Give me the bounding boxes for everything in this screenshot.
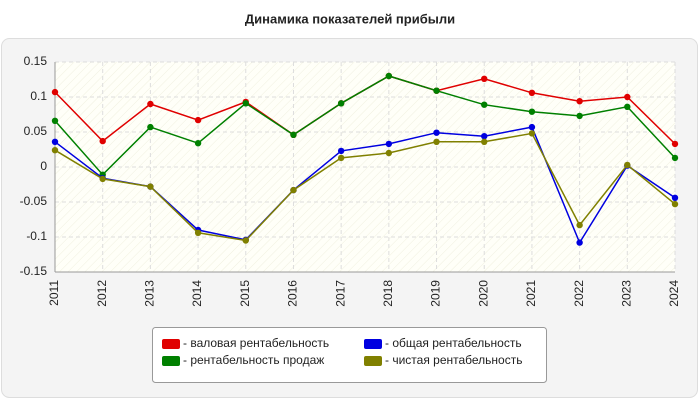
data-point [481,101,488,108]
data-point [528,108,536,115]
data-point [624,103,631,111]
series-line [54,75,676,176]
x-tick-label: 2017 [333,280,347,307]
data-point [576,239,583,246]
y-tick-label: 0 [40,159,47,173]
data-point [385,140,393,148]
chart-title: Динамика показателей прибыли [245,11,455,26]
data-point [671,194,679,201]
data-point [433,138,440,145]
data-point [576,112,583,120]
data-point [624,161,631,169]
data-point [481,133,488,140]
data-point [290,131,297,138]
data-point [290,186,297,194]
data-point [671,154,679,162]
data-point [99,137,106,145]
data-point [242,237,249,244]
legend-swatch [364,356,382,366]
data-point [576,98,583,105]
data-point [51,117,59,125]
data-point [147,183,154,190]
x-tick-label: 2011 [47,280,61,306]
data-point [481,138,488,145]
data-point [624,93,631,101]
data-point [671,200,679,208]
data-point [528,130,536,137]
y-tick-label: 0.1 [30,89,47,103]
legend-label: - валовая рентабельность [183,336,329,350]
data-point [147,123,154,131]
data-point [528,123,536,131]
data-point [51,147,59,154]
data-point [385,72,393,80]
legend-label: - рентабельность продаж [183,353,324,367]
x-tick-label: 2019 [429,280,443,307]
legend-label: - общая рентабельность [385,336,522,350]
x-tick-label: 2021 [524,280,538,307]
data-point [51,138,59,145]
data-point [194,229,202,236]
legend-swatch [364,339,382,349]
y-tick-label: -0.05 [20,194,48,208]
data-point [481,75,488,83]
legend-swatch [162,339,180,349]
x-tick-label: 2016 [286,280,300,307]
series-line [54,132,676,242]
data-point [671,140,679,148]
x-tick-label: 2012 [95,280,109,307]
data-point [99,175,106,183]
data-point [433,87,440,94]
data-point [194,116,202,124]
data-point [433,129,440,136]
x-tick-label: 2015 [238,280,252,307]
y-tick-label: -0.15 [20,264,48,278]
data-point [147,100,154,108]
x-tick-label: 2018 [381,280,395,307]
data-point [528,89,536,97]
x-tick-label: 2020 [476,280,490,307]
x-tick-label: 2013 [143,280,157,307]
data-point [337,100,345,107]
data-point [194,140,202,147]
legend [152,327,547,383]
legend-swatch [162,356,180,366]
y-tick-label: 0.05 [24,124,48,138]
x-tick-label: 2024 [667,280,681,307]
data-point [385,149,393,157]
data-point [51,88,59,96]
y-tick-label: 0.15 [24,54,48,68]
y-tick-label: -0.1 [26,229,47,243]
data-point [337,147,345,155]
data-point [337,154,345,162]
x-tick-label: 2022 [572,280,586,307]
x-tick-label: 2014 [190,280,204,307]
data-point [576,221,583,229]
x-tick-label: 2023 [619,280,633,307]
data-point [242,100,249,107]
legend-label: - чистая рентабельность [385,353,522,367]
